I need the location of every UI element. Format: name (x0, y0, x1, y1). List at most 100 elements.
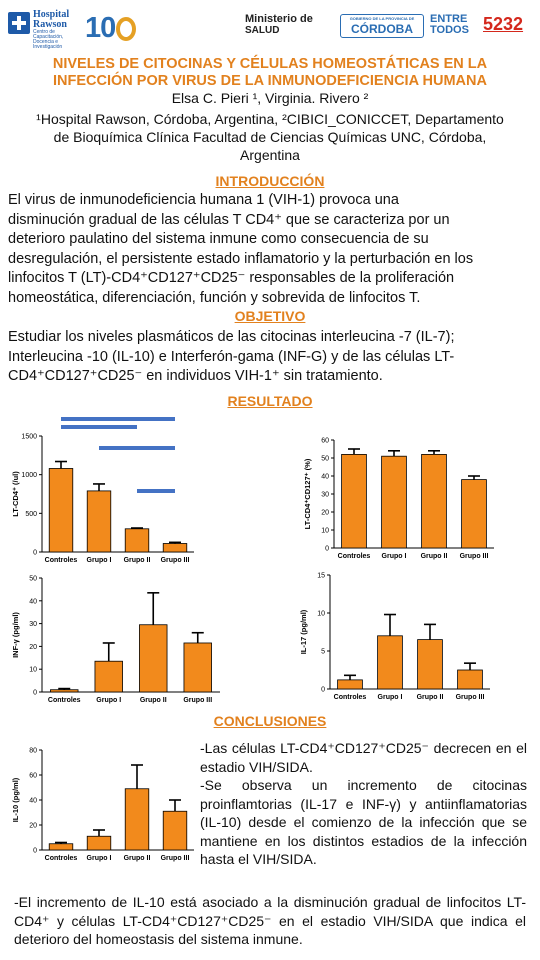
rawson-tagline: Centro de Capacitación, Docencia e Inves… (33, 29, 64, 50)
affil-line-1: ¹Hospital Rawson, Córdoba, Argentina, ²C… (36, 111, 504, 127)
y-tick-label: 20 (29, 823, 37, 830)
category-label: Grupo II (124, 557, 151, 564)
category-label: Grupo II (417, 694, 444, 701)
entre-todos-logo: ENTRE TODOS (430, 14, 469, 36)
objective-line: CD4⁺CD127⁺CD25⁻ en individuos VIH-1⁺ sin… (8, 368, 383, 384)
affil-line-2: de Bioquímica Clínica Facultad de Cienci… (53, 129, 487, 145)
bar (48, 468, 74, 553)
intro-line: homeostática, diferenciación, función y … (8, 289, 421, 306)
intro-line: deterioro paulatino del sistema inmune c… (8, 231, 429, 247)
category-label: Controles (45, 855, 78, 862)
gobierno-label: GOBIERNO DE LA PROVINCIA DE (349, 16, 415, 21)
anniversary-logo: 10 (85, 12, 155, 44)
bar (183, 642, 212, 693)
results-heading: RESULTADO (227, 393, 313, 409)
y-axis-label: INF-γ (pg/ml) (11, 612, 20, 658)
conclusions-text: -Las células LT-CD4⁺CD127⁺CD25⁻ decrecen… (200, 739, 527, 869)
affil-line-3: Argentina (240, 147, 300, 163)
category-label: Grupo III (456, 694, 485, 701)
category-label: Grupo I (382, 553, 407, 560)
y-tick-label: 50 (321, 456, 329, 463)
chart-lt-cd4: 0 500 1000 1500 LT-CD4⁺ (/ul) Controles Grupo … (11, 417, 194, 564)
y-axis-label: IL-10 (pg/ml) (11, 777, 20, 822)
category-label: Grupo III (161, 557, 190, 564)
title-line-1: NIVELES DE CITOCINAS Y CÉLULAS HOMEOSTÁT… (52, 56, 488, 72)
bar (457, 669, 483, 690)
category-label: Grupo III (161, 855, 190, 862)
bar (337, 679, 363, 690)
anniversary-number: 10 (85, 12, 116, 44)
y-tick-label: 5 (321, 649, 325, 656)
rawson-name-2: Rawson (33, 19, 67, 30)
y-tick-label: 0 (325, 546, 329, 553)
cross-icon (8, 12, 30, 34)
y-tick-label: 40 (321, 474, 329, 481)
category-label: Grupo III (183, 697, 212, 704)
y-tick-label: 40 (29, 798, 37, 805)
category-label: Controles (45, 557, 78, 564)
intro-line: disminución gradual de las células T CD4… (8, 211, 450, 228)
bar (86, 490, 112, 553)
bar (139, 624, 168, 693)
todos-label: TODOS (430, 24, 469, 36)
affiliations: ¹Hospital Rawson, Córdoba, Argentina, ²C… (10, 110, 530, 164)
y-tick-label: 30 (321, 492, 329, 499)
y-tick-label: 20 (29, 644, 37, 651)
chart-il-10: 0 20 40 60 80 IL-10 (pg/ml) Controles Grupo I Gr… (11, 748, 194, 862)
y-tick-label: 0 (33, 848, 37, 855)
y-axis-label: IL-17 (pg/ml) (299, 609, 308, 654)
chart-cd127: 0 10 20 30 40 50 60 LT-CD4⁺CD127⁺ (%) Controles G… (303, 438, 494, 560)
bar (381, 455, 407, 549)
entre-label: ENTRE (430, 13, 468, 25)
category-label: Grupo I (378, 694, 403, 701)
bar (124, 788, 150, 851)
bar (162, 543, 188, 553)
bar (162, 810, 188, 851)
y-tick-label: 0 (321, 687, 325, 694)
poster-title: NIVELES DE CITOCINAS Y CÉLULAS HOMEOSTÁT… (10, 56, 530, 90)
bar (417, 639, 443, 690)
y-tick-label: 80 (29, 748, 37, 755)
bar (377, 635, 403, 690)
authors: Elsa C. Pieri ¹, Virginia. Rivero ² (171, 90, 369, 106)
y-tick-label: 15 (317, 573, 325, 580)
cordoba-logo: GOBIERNO DE LA PROVINCIA DE CÓRDOBA (340, 14, 424, 38)
bar (86, 835, 112, 851)
y-tick-label: 1000 (21, 472, 37, 479)
conclusions-heading: CONCLUSIONES (213, 713, 327, 729)
chart-il-17: 0 5 10 15 IL-17 (pg/ml) Controles Grupo I Grupo… (299, 573, 490, 701)
conclusion-final: -El incremento de IL-10 está asociado a … (14, 894, 526, 947)
bar (124, 528, 150, 553)
y-tick-label: 50 (29, 576, 37, 583)
category-label: Controles (334, 694, 367, 701)
intro-heading: INTRODUCCIÓN (215, 173, 325, 189)
category-label: Grupo III (460, 553, 489, 560)
objective-line: Interleucina -10 (IL-10) e Interferón-ga… (8, 348, 455, 365)
bar (461, 479, 487, 549)
category-label: Grupo II (124, 855, 151, 862)
cordoba-label: CÓRDOBA (351, 22, 413, 36)
bar (341, 453, 367, 549)
conclusion-2: -Se observa un incremento de citocinas p… (200, 777, 527, 867)
y-tick-label: 60 (321, 438, 329, 445)
y-tick-label: 1500 (21, 434, 37, 441)
bar (421, 453, 447, 549)
ministerio-label: Ministerio de (245, 13, 313, 25)
category-label: Grupo I (96, 697, 121, 704)
salud-label: SALUD (245, 25, 280, 36)
y-tick-label: 0 (33, 690, 37, 697)
y-tick-label: 40 (29, 598, 37, 605)
y-tick-label: 0 (33, 550, 37, 557)
y-tick-label: 10 (321, 528, 329, 535)
intro-text: El virus de inmunodeficiencia humana 1 (… (8, 191, 522, 308)
category-label: Controles (48, 697, 81, 704)
objective-text: Estudiar los niveles plasmáticos de las … (8, 328, 522, 387)
y-tick-label: 60 (29, 773, 37, 780)
title-line-2: INFECCIÓN POR VIRUS DE LA INMUNODEFICIEN… (53, 73, 487, 89)
intro-line: desregulación, el persistente estado inf… (8, 250, 474, 267)
rawson-name-1: Hospital (33, 9, 70, 20)
bar (48, 843, 74, 851)
poster-number: 5232 (483, 14, 524, 34)
category-label: Grupo I (87, 855, 112, 862)
y-tick-label: 30 (29, 621, 37, 628)
